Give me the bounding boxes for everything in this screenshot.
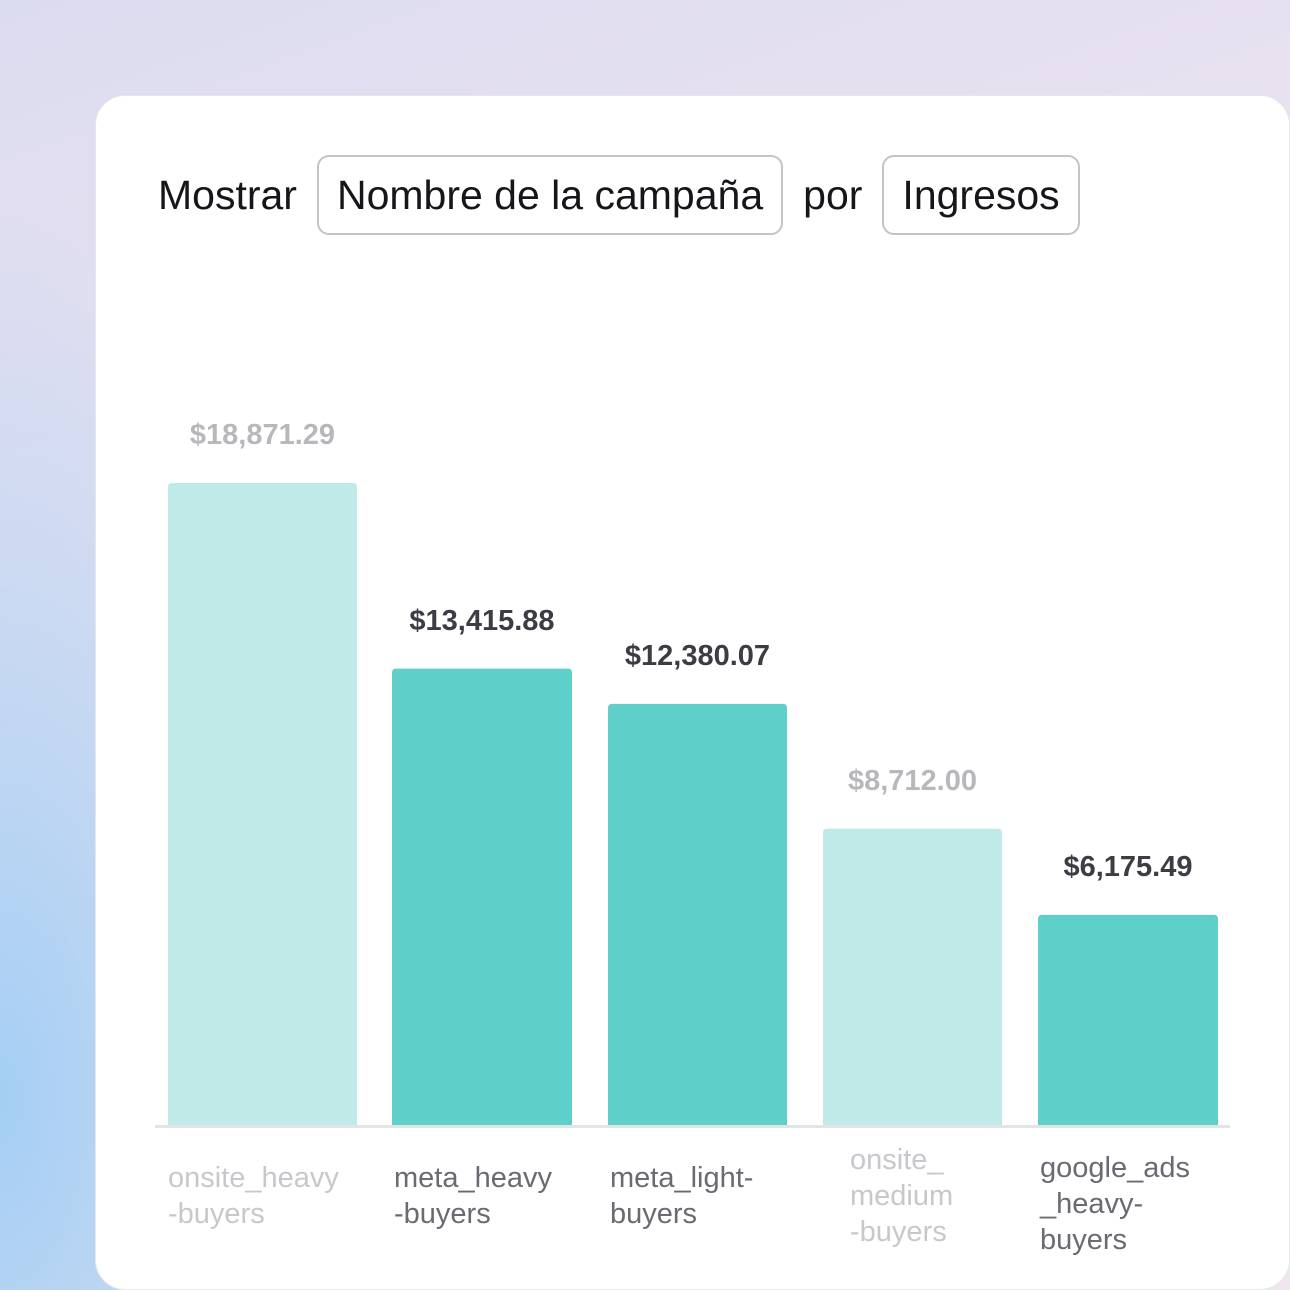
value-label: $12,380.07 (624, 639, 771, 672)
value-label: $18,871.29 (189, 419, 336, 451)
bar[interactable] (1038, 914, 1218, 1125)
category-label: google_ads _heavy- buyers (1040, 1152, 1190, 1256)
bar[interactable] (168, 483, 357, 1125)
dimension-select[interactable]: Nombre de la campaña (316, 155, 784, 235)
bar[interactable] (608, 703, 787, 1125)
bar[interactable] (392, 668, 572, 1125)
bar[interactable] (823, 828, 1002, 1125)
category-label: onsite_ medium -buyers (850, 1144, 954, 1248)
value-label: $13,415.88 (409, 604, 555, 637)
by-label: por (803, 171, 863, 218)
category-label: meta_light- buyers (610, 1162, 754, 1230)
category-label: meta_heavy -buyers (394, 1162, 552, 1230)
value-label: $6,175.49 (1063, 850, 1193, 883)
value-label: $8,712.00 (847, 764, 977, 797)
chart-controls: Mostrar Nombre de la campaña por Ingreso… (158, 155, 1080, 235)
metric-select[interactable]: Ingresos (882, 155, 1080, 235)
show-label: Mostrar (158, 171, 297, 218)
category-label: onsite_heavy -buyers (168, 1162, 339, 1230)
